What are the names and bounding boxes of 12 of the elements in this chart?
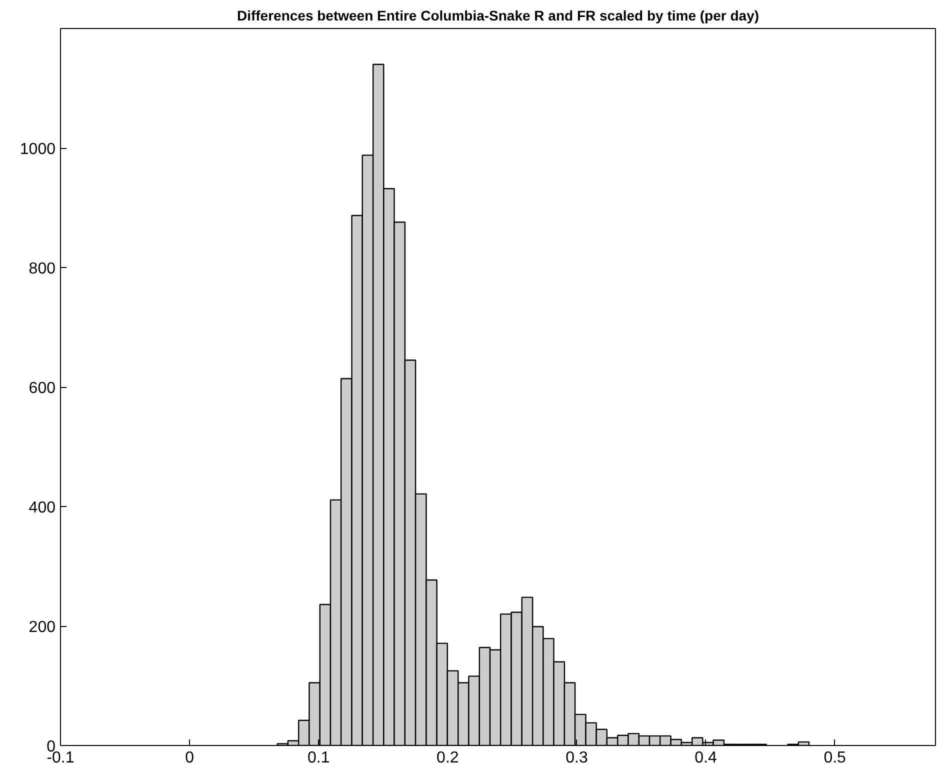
chart-title: Differences between Entire Columbia-Snake R and FR scaled by time (per day) bbox=[236, 8, 760, 24]
x-tick-label: 0.1 bbox=[307, 750, 330, 766]
x-tick-label: 0.3 bbox=[566, 750, 588, 766]
x-tick-label: 0.4 bbox=[694, 750, 718, 766]
x-tick-label: 0 bbox=[185, 750, 194, 766]
x-tick-label: 0.2 bbox=[436, 750, 459, 766]
y-tick-label: 400 bbox=[28, 500, 56, 516]
y-tick-label: 200 bbox=[28, 619, 56, 636]
x-tick-label: 0.5 bbox=[824, 750, 846, 766]
y-tick-label: 600 bbox=[28, 380, 56, 397]
y-tick-label: 800 bbox=[28, 260, 56, 278]
y-tick-label: 1000 bbox=[20, 141, 56, 158]
